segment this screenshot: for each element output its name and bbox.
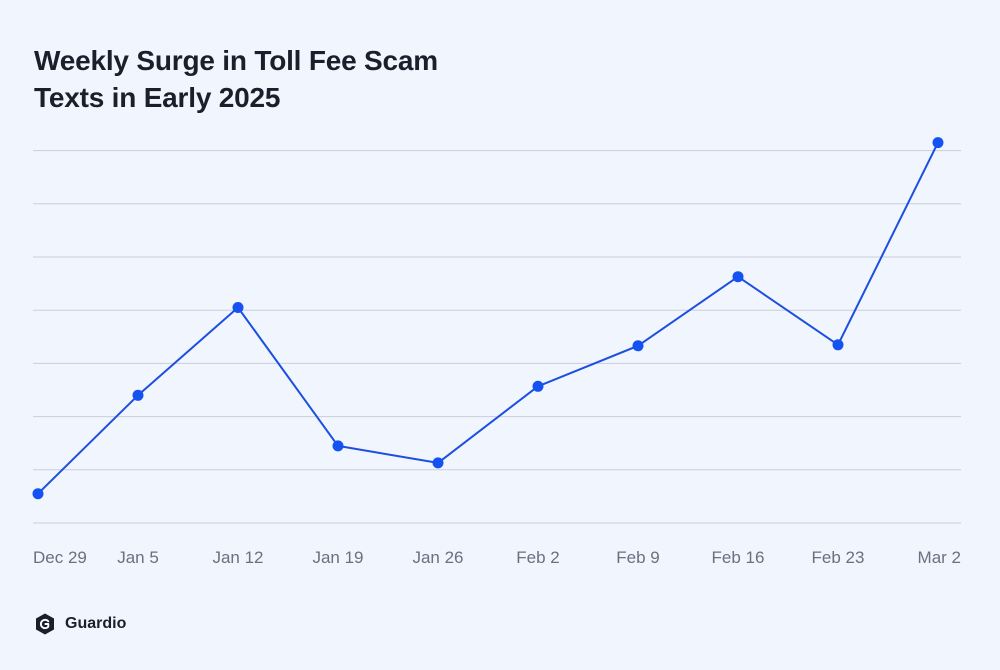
- data-point-feb-16[interactable]: [732, 271, 744, 283]
- data-point-dec-29[interactable]: [32, 488, 44, 500]
- x-tick-label: Feb 23: [812, 548, 865, 567]
- brand-name: Guardio: [65, 615, 127, 632]
- data-point-feb-9[interactable]: [632, 340, 644, 352]
- x-tick-label: Feb 2: [516, 548, 559, 567]
- guardio-shield-icon: [36, 613, 54, 635]
- data-point-mar-2[interactable]: [932, 137, 944, 149]
- x-tick-label: Dec 29: [33, 548, 87, 567]
- brand-footer: Guardio: [33, 612, 126, 636]
- x-tick-label: Jan 12: [212, 548, 263, 567]
- data-point-jan-12[interactable]: [232, 302, 244, 313]
- data-point-feb-2[interactable]: [532, 380, 544, 392]
- series-line: [37, 142, 939, 495]
- series-layer: [32, 137, 944, 500]
- chart-title-line-2: Texts in Early 2025: [34, 82, 281, 113]
- gridlines: [33, 150, 961, 524]
- chart-title-line-1: Weekly Surge in Toll Fee Scam: [34, 45, 438, 76]
- x-tick-label: Mar 2: [918, 548, 961, 567]
- chart-title: Weekly Surge in Toll Fee Scam Texts in E…: [34, 42, 554, 116]
- x-tick-label: Jan 26: [412, 548, 463, 567]
- data-point-jan-26[interactable]: [432, 457, 444, 469]
- data-point-jan-5[interactable]: [132, 389, 144, 401]
- x-tick-label: Jan 5: [117, 548, 159, 567]
- x-tick-label: Jan 19: [312, 548, 363, 567]
- x-tick-label: Feb 16: [712, 548, 765, 567]
- data-point-feb-23[interactable]: [832, 339, 844, 351]
- data-point-jan-19[interactable]: [332, 440, 344, 452]
- x-tick-label: Feb 9: [616, 548, 659, 567]
- x-axis-tick-labels: Dec 29 Jan 5 Jan 12 Jan 19 Jan 26 Feb 2 Feb 9 F…: [33, 548, 961, 567]
